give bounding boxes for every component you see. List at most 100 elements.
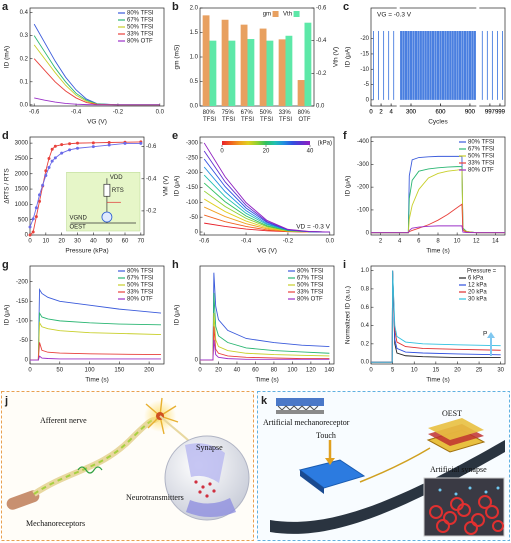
x-tick-label: 6 [417,239,421,245]
y-tick-label: 1.0 [190,55,199,61]
y-tick-label: 1000 [15,202,29,208]
legend-label: 50% TFSI [297,283,324,289]
y-tick-label: 2000 [15,171,29,177]
data-point [41,183,45,187]
panel-label: a [2,1,9,13]
data-point [60,151,64,155]
panel-label: b [172,1,179,13]
y-tick-label: 0 [366,97,370,103]
y-tick-label: 0.0 [190,104,199,110]
bar [285,35,293,107]
y-tick-label: -5 [364,82,370,88]
x-tick-label-line: TFSI [222,117,235,123]
diagram-label: Synapse [196,443,223,452]
data-point [76,141,79,145]
x-tick-label: 20 [58,239,65,245]
plot-frame [370,7,506,107]
x-tick-label: 4 [398,239,402,245]
series-line [371,270,501,363]
neuron-dendrites [145,397,179,435]
postsynaptic-terminal [186,498,236,517]
series-line [30,342,162,361]
panel-label: k [261,395,268,407]
x-tick-label: 80% TFSI [203,110,217,123]
transistor [101,211,113,223]
x-tick-label: 50 [56,368,63,374]
annotation: VG = -0.3 V [377,12,412,19]
y-tick-label: 0 [195,230,199,236]
panel-j: j Afferent nerve Mechanoreceptors Synaps… [1,391,254,541]
series-line [29,142,141,228]
x-tick-label-line: 75% [222,110,236,116]
y-tick-label: -300 [186,141,199,147]
x-tick-label: 0.0 [326,239,335,245]
x-tick-label: 600 [435,110,446,116]
plot-frame [29,7,165,107]
bar [202,15,210,107]
panel-label: j [4,395,8,407]
axis-break [396,7,400,9]
y-tick-label: -50 [189,215,198,221]
plot-frame [199,265,335,365]
y-tick-label: 0.0 [20,102,29,108]
legend-label: 33% TFSI [297,290,324,296]
y-tick-label: 0 [366,230,370,236]
legend-label: 80% TFSI [468,140,495,146]
diagram-label: Afferent nerve [40,416,87,425]
interconnect [359,447,431,483]
x-axis-label: Time (s) [255,377,279,384]
plot-frame [199,136,335,236]
legend-label: 12 kPa [468,283,487,289]
resistor [103,183,111,197]
y2-axis-label: VM (V) [163,176,170,196]
presynaptic-terminal [185,443,225,483]
x-tick-label: 200 [144,368,155,374]
x-tick-label: 999 [495,110,506,116]
data-point [53,144,57,148]
x-tick-label-line: OTF [299,117,311,123]
bar [297,80,305,106]
x-tick-label: 10 [411,368,418,374]
x-tick-label: 0 [369,368,373,374]
legend-label: 80% TFSI [297,269,324,275]
y-axis-label: gm (mS) [174,45,181,70]
substrate [270,440,505,534]
data-point [34,215,38,219]
x-tick-label: 50 [106,239,113,245]
y-axis-label: ID (mA) [4,46,11,68]
plot-frame [370,265,506,365]
legend-label: 80% TFSI [127,11,154,17]
axis-break [476,105,480,107]
x-tick-label-line: 67% [241,110,255,116]
legend-label: 33% TFSI [468,161,495,167]
data-point [31,230,35,234]
series-line [30,311,162,361]
x-tick-label: -0.4 [241,239,252,245]
x-tick-label: -0.2 [113,110,124,116]
axis-break [476,7,480,9]
data-point [68,142,72,146]
x-tick-label: -0.4 [71,110,82,116]
panel-label: g [2,259,9,271]
x-tick-label: -0.2 [283,239,294,245]
x-tick-label: -0.6 [199,239,210,245]
x-tick-label: 300 [406,110,417,116]
y-tick-label: -400 [357,139,370,145]
y-tick-label: 0.3 [20,33,29,39]
y-tick-label: 0.6 [361,305,370,311]
y-tick-label: 0 [25,233,29,239]
x-tick-label: 33% TFSI [279,110,293,123]
y-tick-label: 0.4 [361,323,370,329]
nerve-myelin [33,417,159,495]
x-tick-label: 0 [198,368,202,374]
x-tick-label: 80% OTF [298,110,312,123]
legend-label: 20 kPa [468,290,487,296]
legend-label: 50% TFSI [468,154,495,160]
y-axis-label: ID (μA) [174,176,181,197]
y-tick-label: 0.8 [361,286,370,292]
x-tick-label: 4 [389,110,393,116]
finger [6,490,40,510]
y-tick-label: -150 [186,185,199,191]
annotation: P [483,331,487,338]
x-tick-label: 2 [379,110,383,116]
